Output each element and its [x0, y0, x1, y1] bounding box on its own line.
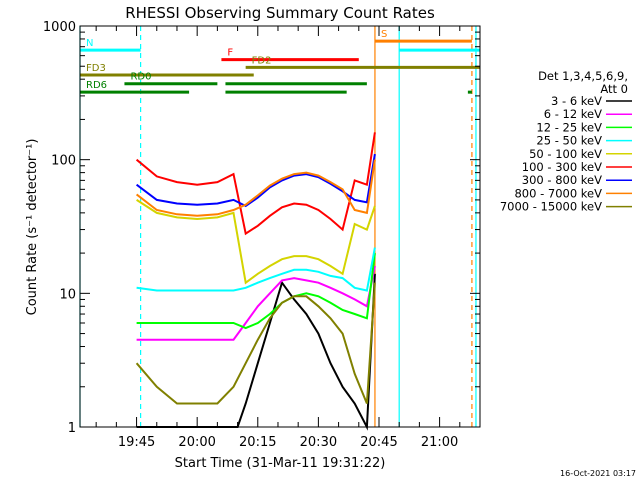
series-line-25-50-kev [136, 247, 376, 292]
legend-label-100-300-kev: 100 - 300 keV [522, 160, 602, 174]
series-lines [135, 132, 376, 431]
x-tick-label-2015: 20:15 [239, 435, 276, 450]
series-line-100-300-kev [135, 132, 376, 236]
x-axis-ticks: 19:45 20:00 20:15 20:30 20:45 21:00 [95, 26, 481, 450]
legend-label-3-6-kev: 3 - 6 keV [551, 94, 602, 108]
x-tick-label-2030: 20:30 [300, 435, 337, 450]
x-axis-label: Start Time (31-Mar-11 19:31:22) [175, 456, 386, 471]
series-line-12-25-kev [136, 252, 376, 330]
series-line-50-100-kev [136, 199, 376, 285]
series-line-6-12-kev [136, 265, 376, 341]
chart-title: RHESSI Observing Summary Count Rates [125, 4, 435, 22]
y-tick-label-1000: 1000 [43, 20, 76, 35]
x-tick-label-2100: 21:00 [421, 435, 458, 450]
plot-frame [79, 25, 481, 428]
legend-label-12-25-kev: 12 - 25 keV [536, 120, 602, 134]
y-tick-label-1: 1 [68, 421, 76, 436]
generated-timestamp: 16-Oct-2021 03:17 [560, 469, 636, 478]
y-tick-label-100: 100 [51, 154, 76, 169]
legend-label-50-100-kev: 50 - 100 keV [529, 147, 602, 161]
legend-label-6-12-kev: 6 - 12 keV [544, 107, 602, 121]
flag-label-fd3: FD3 [86, 63, 106, 74]
legend-label-25-50-kev: 25 - 50 keV [536, 134, 602, 148]
legend-label-7000-15000-kev: 7000 - 15000 keV [500, 200, 602, 214]
series-line-3-6-kev [136, 273, 376, 431]
legend-label-300-800-kev: 300 - 800 keV [522, 173, 602, 187]
legend-header-line-2: Att 0 [600, 82, 628, 96]
y-tick-label-10: 10 [59, 287, 76, 302]
x-tick-label-1945: 19:45 [118, 435, 155, 450]
y-axis-ticks: 1 10 100 1000 [43, 20, 480, 436]
flag-label-fd2: FD2 [252, 55, 272, 66]
legend-label-800-7000-kev: 800 - 7000 keV [514, 186, 602, 200]
x-tick-label-2045: 20:45 [360, 435, 397, 450]
flag-label-f: F [227, 48, 233, 59]
legend-header-line-1: Det 1,3,4,5,6,9, [538, 69, 628, 83]
series-line-7000-15000-kev [135, 282, 376, 405]
y-axis-label: Count Rate (s⁻¹ detector⁻¹) [25, 139, 40, 316]
flag-label-n: N [86, 38, 93, 49]
flag-label-rd6: RD6 [86, 80, 107, 91]
flag-label-s: S [381, 29, 387, 40]
flag-label-rd0: RD0 [130, 72, 151, 83]
flag-bars: N S F FD2 FD3 RD0 RD6 [80, 29, 480, 94]
x-tick-label-2000: 20:00 [178, 435, 215, 450]
series-line-800-7000-kev [135, 159, 376, 217]
